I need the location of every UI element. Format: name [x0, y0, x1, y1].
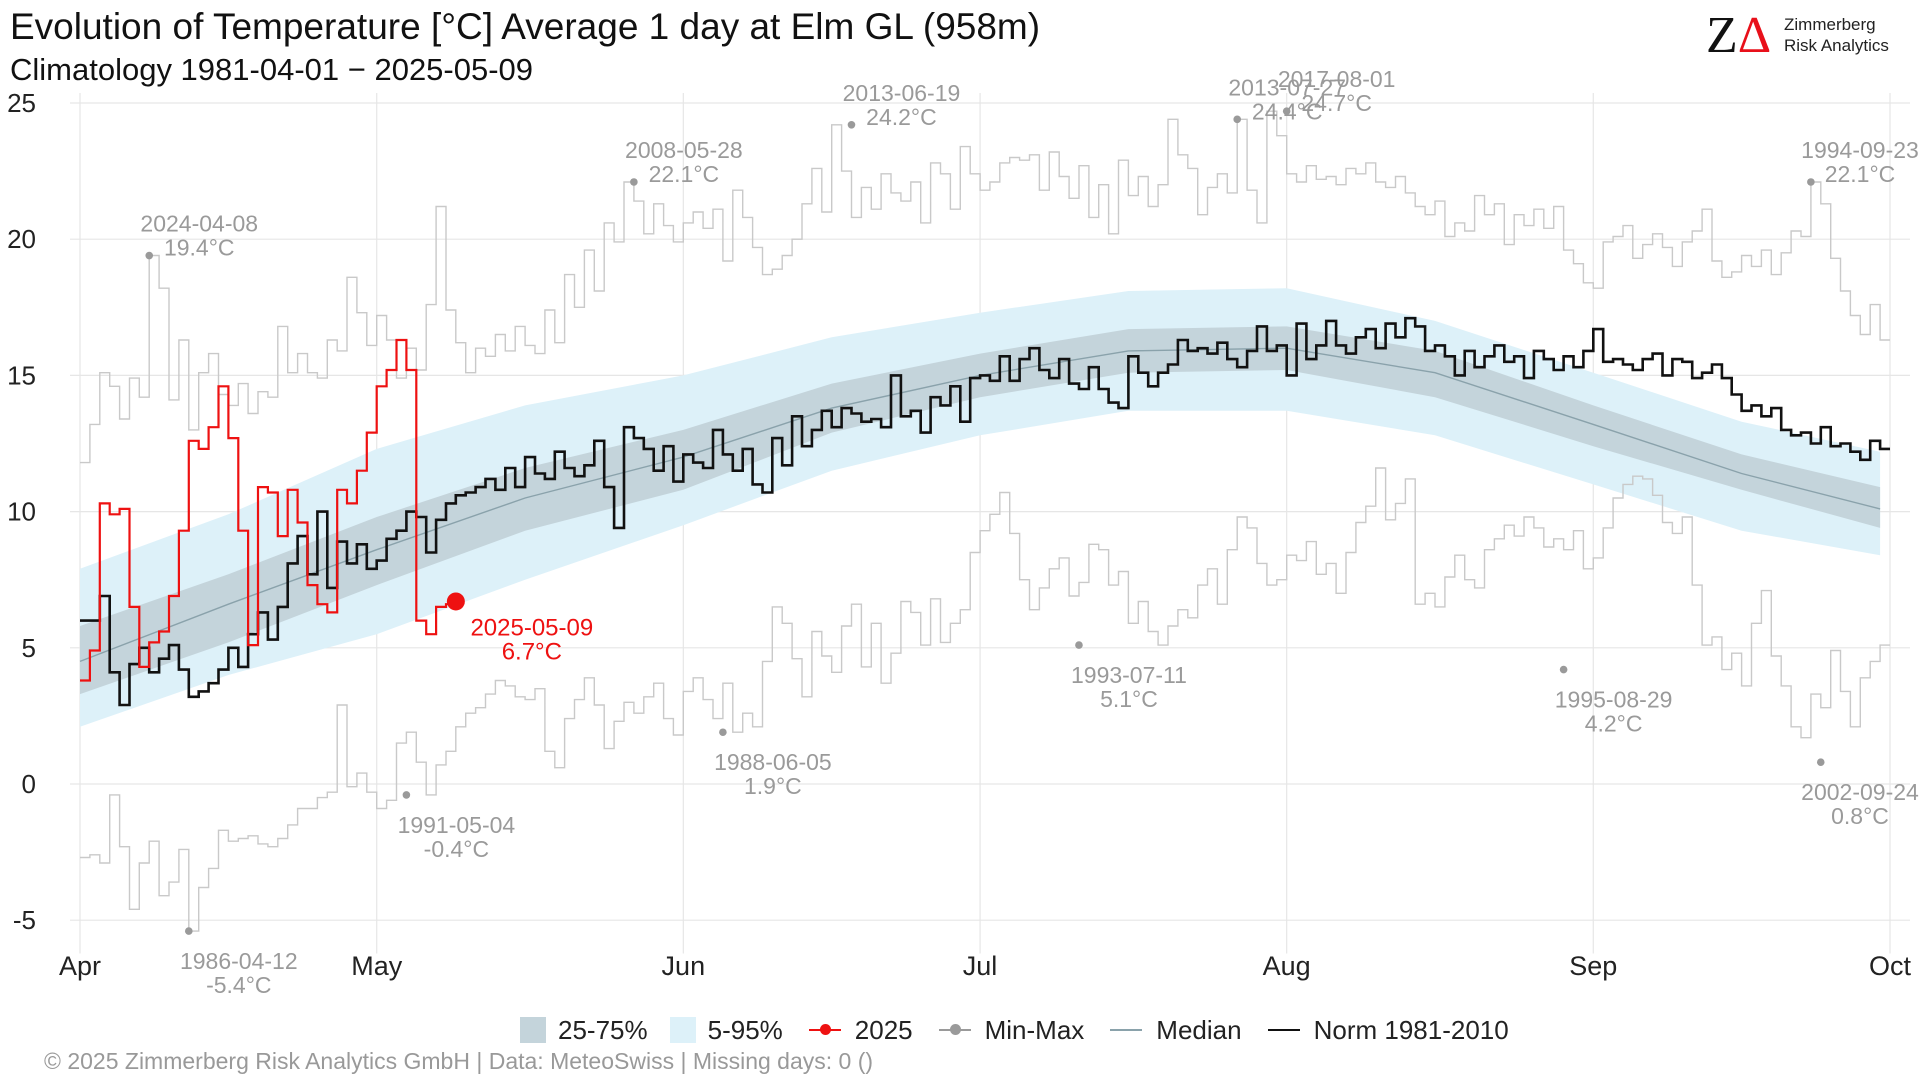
- legend-label: Median: [1156, 1014, 1242, 1045]
- extreme-annotations: 2024-04-0819.4°C2008-05-2822.1°C2013-06-…: [140, 66, 1919, 998]
- legend-label: 25-75%: [558, 1014, 648, 1045]
- legend-label: Norm 1981-2010: [1313, 1014, 1509, 1045]
- legend-line: [1106, 1017, 1146, 1043]
- extreme-value-label: 4.2°C: [1585, 711, 1643, 737]
- x-tick-label: Aug: [1263, 951, 1311, 981]
- y-tick-label: 0: [22, 769, 36, 799]
- extreme-value-label: 0.8°C: [1831, 803, 1889, 829]
- legend-line-dot: [805, 1017, 845, 1043]
- y-tick-label: -5: [13, 905, 36, 935]
- extreme-date-label: 2024-04-08: [140, 211, 258, 237]
- extreme-date-label: 1993-07-11: [1071, 662, 1187, 688]
- x-tick-label: May: [351, 951, 403, 981]
- extreme-point: [1233, 115, 1242, 124]
- x-tick-label: Jul: [963, 951, 998, 981]
- legend-label: Min-Max: [984, 1014, 1085, 1045]
- legend-line-dot: [935, 1017, 975, 1043]
- x-tick-label: Apr: [59, 951, 101, 981]
- logo-text: Zimmerberg Risk Analytics: [1784, 14, 1889, 56]
- extreme-date-label: 2017-08-01: [1278, 66, 1396, 92]
- extreme-point: [1816, 758, 1825, 767]
- legend-item: 25-75%: [520, 1015, 648, 1046]
- last-point-date-label: 2025-05-09: [470, 614, 593, 641]
- extreme-point: [402, 791, 411, 799]
- logo-delta: Δ: [1737, 7, 1772, 64]
- y-tick-label: 15: [7, 360, 36, 390]
- extreme-point: [719, 728, 727, 737]
- x-tick-label: Sep: [1569, 951, 1617, 981]
- legend-item: 5-95%: [669, 1014, 783, 1046]
- extreme-date-label: 2013-06-19: [843, 80, 961, 106]
- band-5-95: [80, 288, 1881, 727]
- last-point-value-label: 6.7°C: [502, 638, 562, 665]
- min-max-envelopes: [80, 110, 1890, 932]
- y-tick-label: 20: [7, 224, 36, 254]
- extreme-point: [1282, 107, 1291, 115]
- legend-line: [1264, 1017, 1304, 1043]
- legend-item: Min-Max: [935, 1014, 1085, 1046]
- footer-credit: © 2025 Zimmerberg Risk Analytics GmbH | …: [44, 1048, 874, 1074]
- norm-line: [80, 316, 1890, 707]
- norm-series: [80, 316, 1890, 707]
- extreme-date-label: 1988-06-05: [714, 749, 832, 775]
- extreme-date-label: 2008-05-28: [625, 137, 743, 163]
- extreme-point: [847, 120, 856, 129]
- logo-line-1: Zimmerberg: [1784, 15, 1876, 34]
- extreme-value-label: 22.1°C: [1825, 161, 1896, 187]
- extreme-value-label: 1.9°C: [744, 773, 802, 799]
- extreme-point: [184, 927, 193, 935]
- legend-label: 2025: [854, 1014, 913, 1045]
- extreme-value-label: -0.4°C: [424, 836, 489, 862]
- extreme-value-label: 24.7°C: [1301, 90, 1372, 116]
- company-logo: ZΔ Zimmerberg Risk Analytics: [1706, 10, 1910, 62]
- extreme-point: [145, 251, 154, 260]
- legend-item: Median: [1106, 1014, 1242, 1046]
- extreme-value-label: 24.2°C: [866, 104, 937, 130]
- extreme-date-label: 2002-09-24: [1801, 779, 1919, 805]
- chart-legend: 25-75% 5-95% 2025 Min-Max Median Norm 1981-20…: [520, 1010, 1531, 1050]
- x-tick-label: Jun: [662, 951, 706, 981]
- axis-tick-labels: -5 0 5 10 15 20 25 Apr May Jun Jul Aug Sep Oct: [7, 88, 1911, 981]
- extreme-date-label: 2013-07-27: [1228, 74, 1346, 100]
- legend-label: 5-95%: [707, 1014, 783, 1045]
- chart-title: Evolution of Temperature [°C] Average 1 …: [10, 6, 1041, 47]
- extreme-date-label: 1991-05-04: [398, 812, 516, 838]
- logo-mark: ZΔ: [1706, 10, 1771, 62]
- legend-swatch: [669, 1017, 696, 1043]
- min-envelope-line: [80, 467, 1890, 932]
- extreme-date-label: 1994-09-23: [1801, 137, 1919, 163]
- extreme-value-label: 22.1°C: [649, 161, 720, 187]
- extreme-date-label: 1986-04-12: [180, 948, 298, 974]
- band-25-75: [80, 326, 1881, 695]
- extreme-point: [1559, 665, 1568, 674]
- percentile-bands: [80, 288, 1881, 727]
- legend-item: Norm 1981-2010: [1264, 1015, 1509, 1046]
- extreme-value-label: 5.1°C: [1100, 686, 1158, 712]
- max-envelope-line: [80, 110, 1890, 464]
- series-2025-line: [80, 338, 457, 682]
- y-tick-label: 5: [22, 633, 36, 663]
- extreme-value-label: 19.4°C: [164, 235, 235, 261]
- logo-line-2: Risk Analytics: [1784, 36, 1889, 55]
- extreme-point: [630, 178, 638, 186]
- extreme-point: [1807, 178, 1815, 186]
- series-2025-last-point: [446, 592, 465, 611]
- current-year-series: 2025-05-096.7°C: [80, 338, 593, 682]
- legend-swatch: [520, 1017, 546, 1043]
- legend-item: 2025: [805, 1015, 913, 1046]
- y-tick-label: 10: [7, 497, 36, 527]
- logo-letter: Z: [1706, 7, 1738, 64]
- extreme-value-label: -5.4°C: [206, 972, 271, 998]
- extreme-date-label: 1995-08-29: [1555, 687, 1673, 713]
- chart-subtitle: Climatology 1981-04-01 − 2025-05-09: [10, 52, 534, 87]
- x-tick-label: Oct: [1869, 951, 1912, 981]
- y-tick-label: 25: [7, 88, 36, 118]
- extreme-point: [1075, 641, 1083, 649]
